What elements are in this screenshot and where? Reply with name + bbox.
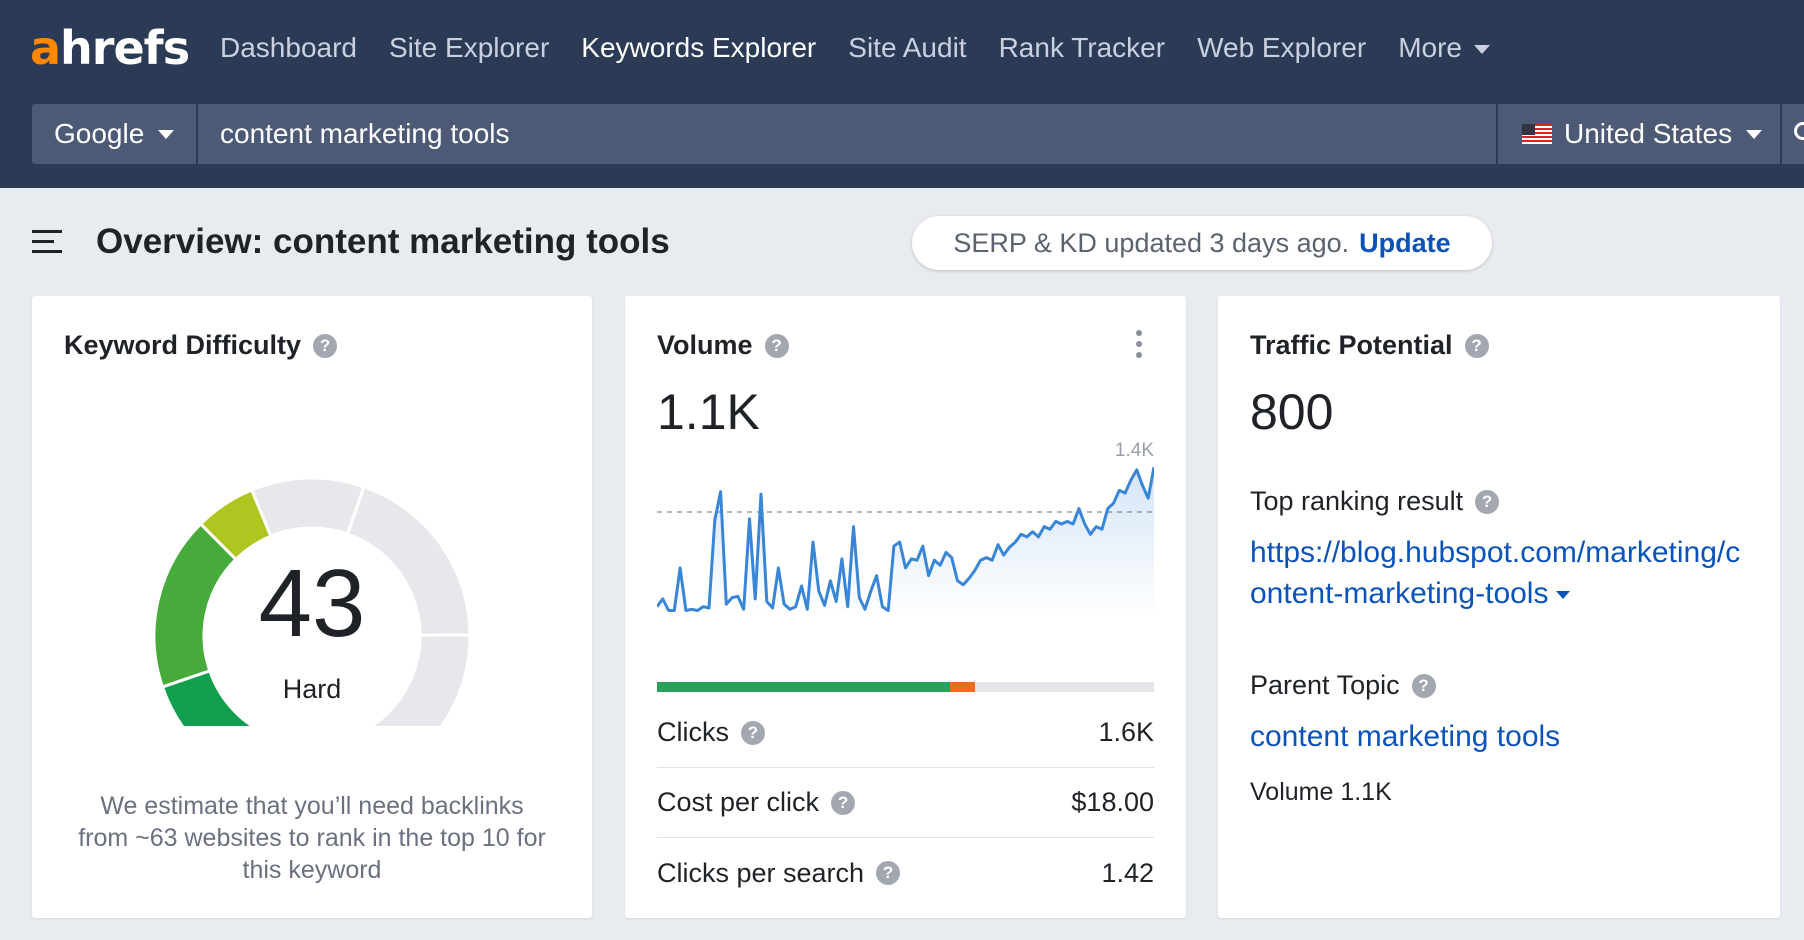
keyword-difficulty-card: Keyword Difficulty? 43 Hard We estimate … xyxy=(32,296,592,918)
traffic-title: Traffic Potential? xyxy=(1250,330,1489,361)
update-link[interactable]: Update xyxy=(1359,227,1451,258)
clicks-split-bar xyxy=(657,682,1154,692)
menu-icon[interactable] xyxy=(32,230,62,254)
kd-description: We estimate that you’ll need backlinks f… xyxy=(78,792,546,884)
parent-topic-volume: Volume 1.1K xyxy=(1250,778,1392,806)
clicks-row: Clicks? 1.6K xyxy=(657,698,1154,768)
volume-card: Volume? 1.1K 1.4K Clicks? 1.6K Cost per … xyxy=(625,296,1186,918)
cpc-label-text: Cost per click xyxy=(657,787,820,817)
trend-area xyxy=(657,467,1154,617)
nav-keywords-explorer[interactable]: Keywords Explorer xyxy=(581,32,817,63)
volume-value: 1.1K xyxy=(657,384,760,440)
nav-more-label: More xyxy=(1398,32,1462,63)
us-flag-icon xyxy=(1522,124,1552,144)
cps-value: 1.42 xyxy=(1101,857,1154,888)
kd-score: 43 xyxy=(258,550,366,657)
search-engine-label: Google xyxy=(54,118,145,149)
volume-trend-chart: 1.4K xyxy=(657,440,1154,617)
traffic-title-text: Traffic Potential xyxy=(1250,330,1453,360)
help-icon[interactable]: ? xyxy=(831,790,856,815)
nav-rank-tracker[interactable]: Rank Tracker xyxy=(998,32,1166,63)
cps-label: Clicks per search? xyxy=(657,857,901,889)
top-ranking-url[interactable]: https://blog.hubspot.com/marketing/conte… xyxy=(1250,532,1750,614)
help-icon[interactable]: ? xyxy=(876,861,901,885)
search-icon xyxy=(1794,122,1804,140)
top-ranking-label: Top ranking result? xyxy=(1250,486,1500,517)
help-icon[interactable]: ? xyxy=(1475,489,1500,514)
help-icon[interactable]: ? xyxy=(1411,673,1436,698)
help-icon[interactable]: ? xyxy=(764,333,789,358)
cpc-value: $18.00 xyxy=(1071,787,1154,817)
chevron-down-icon xyxy=(1746,129,1763,139)
traffic-value: 800 xyxy=(1250,384,1334,440)
parent-topic-label: Parent Topic? xyxy=(1250,670,1436,701)
nav-more-menu[interactable]: More xyxy=(1398,32,1490,64)
parent-topic-link[interactable]: content marketing tools xyxy=(1250,720,1561,753)
chevron-down-icon xyxy=(1473,45,1490,55)
kd-gauge-segment-3-empty xyxy=(249,476,366,539)
country-label: United States xyxy=(1564,118,1733,149)
serp-update-status: SERP & KD updated 3 days ago. Update xyxy=(912,216,1492,270)
top-navigation-bar: ahrefs Dashboard Site Explorer Keywords … xyxy=(0,0,1804,188)
organic-clicks-segment xyxy=(657,682,951,692)
kd-title-text: Keyword Difficulty xyxy=(64,330,302,360)
cps-label-text: Clicks per search xyxy=(657,857,865,888)
search-row: Google content marketing tools United St… xyxy=(32,104,1804,164)
main-nav: Dashboard Site Explorer Keywords Explore… xyxy=(220,30,1522,66)
clicks-label: Clicks? xyxy=(657,717,765,748)
clicks-label-text: Clicks xyxy=(657,717,729,747)
kd-gauge-segment-5 xyxy=(368,633,472,726)
volume-title: Volume? xyxy=(657,330,789,361)
cpc-label: Cost per click? xyxy=(657,787,856,818)
volume-title-text: Volume xyxy=(657,330,753,360)
nav-site-audit[interactable]: Site Audit xyxy=(848,32,967,63)
caret-down-icon[interactable] xyxy=(1556,591,1571,600)
chevron-down-icon xyxy=(158,129,175,139)
nav-web-explorer[interactable]: Web Explorer xyxy=(1197,32,1367,63)
kd-gauge xyxy=(152,476,472,726)
ahrefs-logo[interactable]: ahrefs xyxy=(30,21,190,75)
cpc-row: Cost per click? $18.00 xyxy=(657,768,1154,838)
page-title: Overview: content marketing tools xyxy=(96,222,670,261)
country-select[interactable]: United States xyxy=(1498,104,1780,164)
clicks-per-search-row: Clicks per search? 1.42 xyxy=(657,838,1154,908)
help-icon[interactable]: ? xyxy=(313,333,338,358)
search-engine-select[interactable]: Google xyxy=(32,104,196,164)
top-ranking-url-text: https://blog.hubspot.com/marketing/conte… xyxy=(1250,536,1741,610)
more-options-icon[interactable] xyxy=(1136,330,1142,363)
parent-topic-label-text: Parent Topic xyxy=(1250,670,1400,700)
nav-site-explorer[interactable]: Site Explorer xyxy=(388,32,550,63)
trend-line xyxy=(657,466,1154,612)
paid-clicks-segment xyxy=(950,682,976,692)
update-status-text: SERP & KD updated 3 days ago. xyxy=(953,227,1350,258)
kd-rating-label: Hard xyxy=(282,674,342,704)
help-icon[interactable]: ? xyxy=(1464,333,1489,358)
traffic-potential-card: Traffic Potential? 800 Top ranking resul… xyxy=(1218,296,1780,918)
top-ranking-label-text: Top ranking result xyxy=(1250,486,1464,516)
clicks-value: 1.6K xyxy=(1098,717,1154,747)
chart-max-label: 1.4K xyxy=(1115,440,1154,461)
search-button[interactable] xyxy=(1782,104,1804,164)
nav-dashboard[interactable]: Dashboard xyxy=(220,32,357,63)
kd-title: Keyword Difficulty? xyxy=(64,330,338,361)
help-icon[interactable]: ? xyxy=(741,720,765,745)
keyword-search-input[interactable]: content marketing tools xyxy=(198,104,1496,164)
